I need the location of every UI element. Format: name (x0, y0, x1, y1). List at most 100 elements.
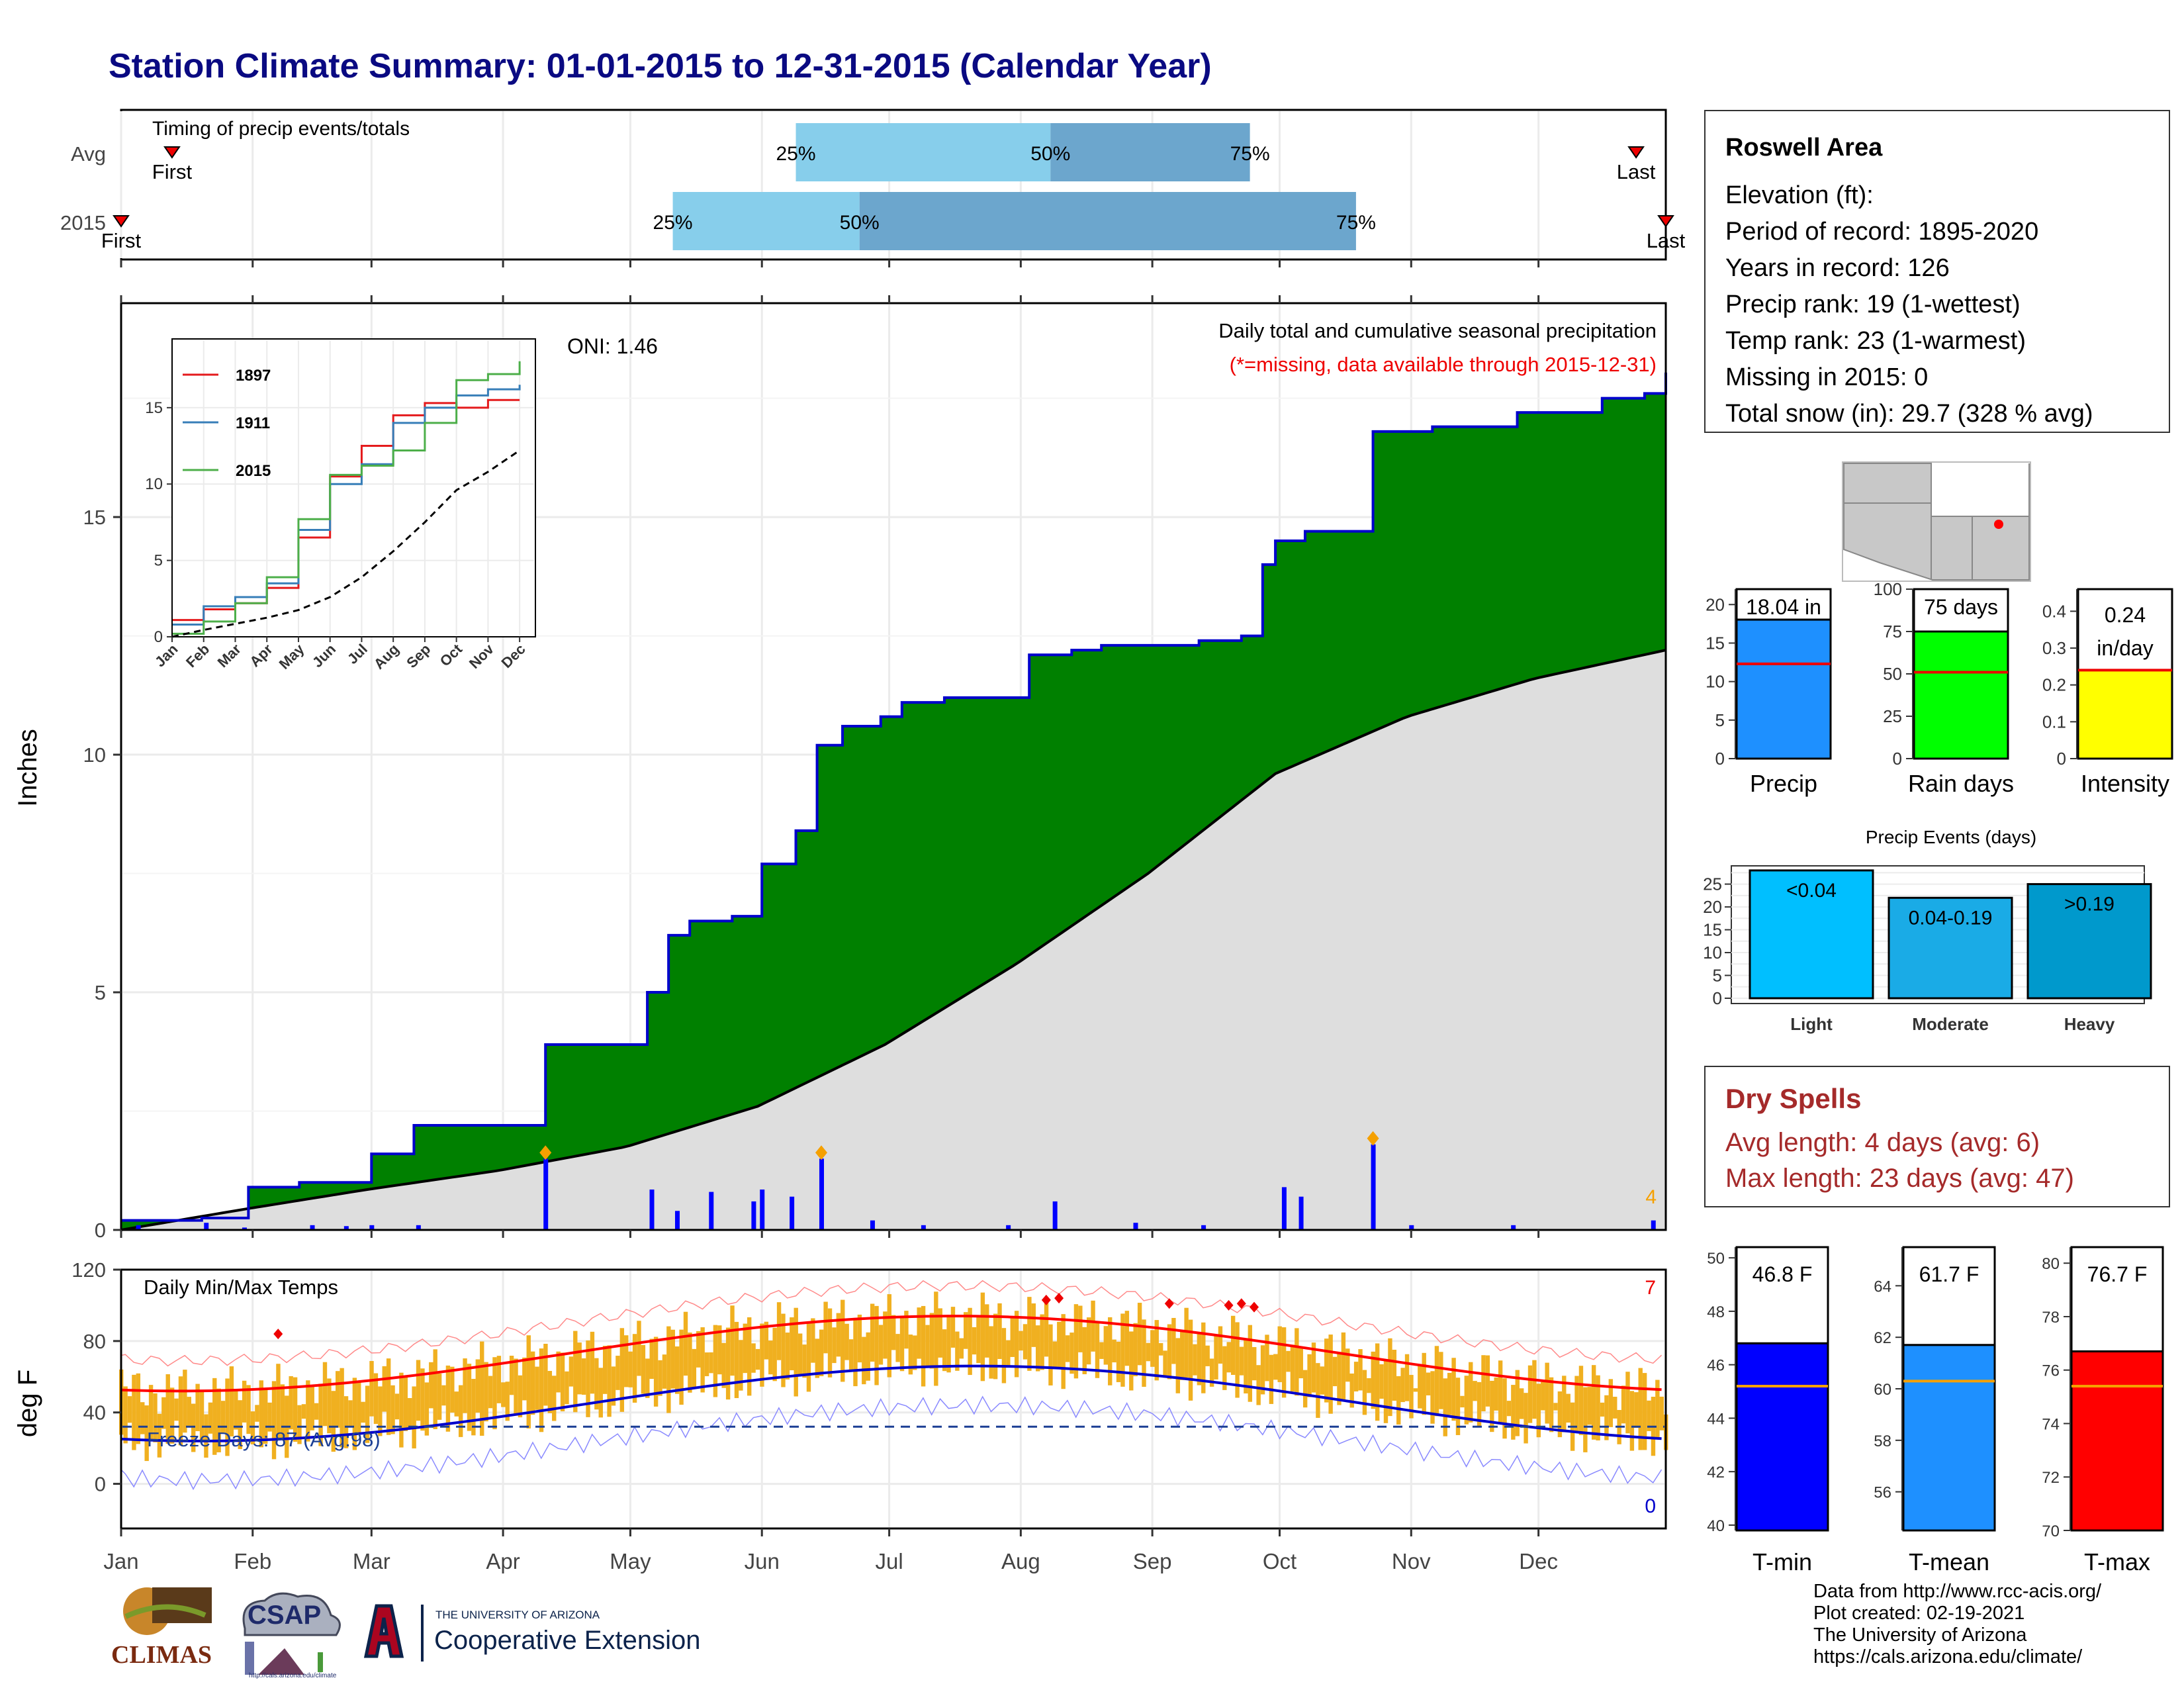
daily-temp-bar (929, 1313, 934, 1369)
daily-temp-bar (259, 1380, 263, 1448)
daily-temp-bar (369, 1361, 374, 1417)
events-category-label: Heavy (2064, 1014, 2115, 1034)
daily-temp-bar (1464, 1376, 1469, 1425)
summary-2-ytick-label: 0 (2057, 749, 2066, 769)
daily-temp-bar (1146, 1342, 1151, 1362)
precip-avg-line (120, 649, 1666, 1231)
daily-temp-bar (1498, 1360, 1503, 1424)
tsum-0-bar (1735, 1342, 1829, 1532)
daily-temp-bar (899, 1317, 905, 1372)
daily-temp-bar (997, 1303, 1002, 1359)
timing-bar-25-50 (672, 192, 860, 250)
daily-temp-bar (1443, 1378, 1447, 1436)
summary-2-category-label: Intensity (2081, 770, 2169, 797)
tsum-1-ytick-label: 58 (1874, 1432, 1891, 1450)
daily-temp-bar (747, 1317, 752, 1396)
daily-temp-bar (819, 1329, 824, 1376)
daily-temp-bar (1613, 1397, 1617, 1419)
summary-2-ytick-label: 0.2 (2042, 675, 2066, 695)
daily-temp-bar (1596, 1375, 1600, 1440)
tsum-2-ytick-label: 76 (2042, 1362, 2060, 1380)
daily-temp-bar (399, 1372, 404, 1448)
precip-ytick-label: 10 (83, 743, 106, 767)
daily-temp-bar (692, 1348, 697, 1388)
tsum-value-label: 76.7 F (2087, 1262, 2148, 1286)
daily-temp-bar (1023, 1324, 1028, 1360)
daily-temp-bar (870, 1303, 875, 1362)
daily-temp-bar (823, 1301, 828, 1354)
timing-last-label: Last (1617, 160, 1656, 183)
daily-temp-bar (1265, 1335, 1269, 1382)
ua-line2: Cooperative Extension (434, 1626, 701, 1655)
daily-temp-bar (522, 1357, 527, 1401)
daily-temp-bar (1375, 1343, 1380, 1421)
daily-temp-bar (734, 1321, 739, 1399)
precip-ytick-label: 5 (95, 981, 106, 1004)
daily-temp-bar (174, 1398, 179, 1421)
daily-temp-bar (666, 1326, 671, 1413)
timing-last-label: Last (1647, 229, 1686, 252)
summary-0-bar (1735, 618, 1832, 760)
events-category-label: Light (1790, 1014, 1833, 1034)
daily-temp-bar (934, 1291, 938, 1386)
daily-temp-bar (1418, 1364, 1422, 1409)
daily-temp-bar (993, 1313, 998, 1380)
daily-temp-bar (1638, 1368, 1643, 1450)
daily-temp-bar (853, 1319, 858, 1387)
daily-precip-bar (760, 1189, 765, 1230)
daily-temp-bar (1583, 1387, 1588, 1452)
daily-temp-bar (1608, 1379, 1614, 1427)
daily-temp-bar (276, 1364, 281, 1440)
temp-ytick-label: 0 (95, 1473, 106, 1496)
daily-temp-bar (492, 1357, 497, 1430)
tsum-0-ytick-label: 50 (1707, 1250, 1725, 1268)
daily-temp-bar (764, 1321, 769, 1360)
daily-temp-bar (709, 1352, 713, 1374)
daily-temp-bar (433, 1349, 437, 1429)
daily-temp-bar (878, 1325, 884, 1365)
tsum-1-ytick-label: 64 (1874, 1278, 1891, 1295)
record-high-marker (1054, 1293, 1064, 1304)
credits: Data from http://www.rcc-acis.org/ Plot … (1813, 1581, 2101, 1668)
timing-row-2015-label: 2015 (60, 211, 106, 234)
daily-precip-bar (1133, 1223, 1138, 1230)
daily-temp-bar (1519, 1388, 1524, 1419)
daily-temp-bar (1214, 1335, 1218, 1380)
tsum-0-label-box (1735, 1246, 1829, 1344)
daily-temp-bar (390, 1385, 395, 1434)
csap-url: http://cals.arizona.edu/climate (249, 1672, 337, 1679)
daily-temp-bar (619, 1328, 625, 1412)
daily-temp-bar (658, 1360, 662, 1396)
daily-precip-bar (416, 1225, 421, 1230)
daily-temp-bar (153, 1393, 158, 1442)
daily-temp-bar (959, 1338, 964, 1359)
daily-temp-bar (1494, 1377, 1498, 1411)
daily-temp-bar (420, 1368, 425, 1431)
timing-panel: 25% 50% 75% First Last 25% 50% 75% First Last Tim… (60, 109, 1686, 267)
timing-first-label: First (101, 229, 142, 252)
daily-temp-bar (1477, 1382, 1482, 1427)
daily-temp-bar (450, 1366, 455, 1413)
daily-temp-bar (297, 1405, 302, 1444)
daily-precip-bar (674, 1211, 680, 1230)
daily-temp-bar (1413, 1388, 1418, 1392)
daily-temp-bar (806, 1321, 811, 1392)
daily-temp-bar (751, 1343, 756, 1373)
daily-temp-bar (696, 1331, 701, 1368)
daily-temp-bar (458, 1385, 463, 1437)
daily-temp-bar (832, 1327, 837, 1364)
daily-temp-bar (1655, 1380, 1660, 1438)
credit-url: https://cals.arizona.edu/climate/ (1813, 1646, 2083, 1667)
daily-temp-bar (1120, 1313, 1125, 1387)
daily-temp-bar (1337, 1352, 1342, 1405)
precip-events-chart: Precip Events (days) 05 10 15 20 25 <0.04 Light… (1703, 827, 2152, 1034)
daily-temp-bar (1362, 1370, 1367, 1415)
summary-0-ytick-label: 20 (1706, 594, 1725, 614)
daily-temp-bar (1604, 1395, 1609, 1440)
daily-temp-bar (343, 1396, 349, 1448)
daily-temp-bar (1006, 1340, 1011, 1366)
daily-temp-bar (1175, 1338, 1181, 1393)
daily-temp-bar (535, 1366, 539, 1410)
